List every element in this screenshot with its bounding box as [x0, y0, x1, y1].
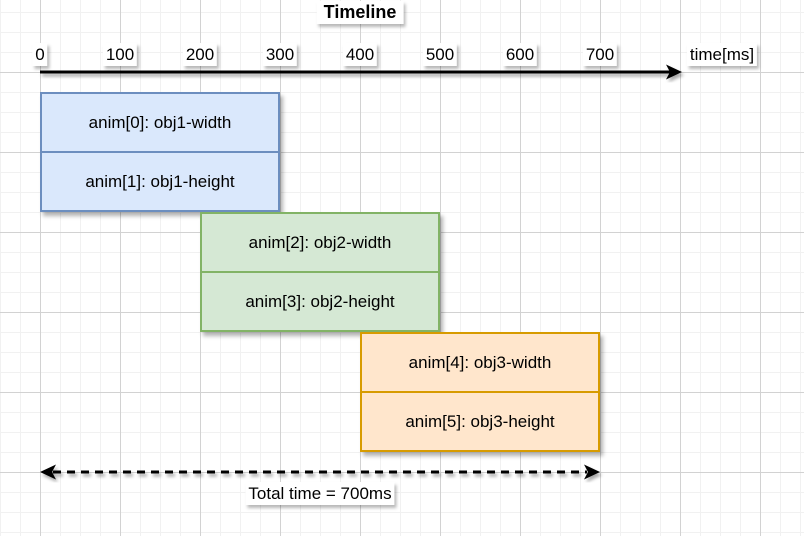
- axis-tick-500: 500: [422, 43, 458, 66]
- anim-bar-1: anim[1]: obj1-height: [42, 151, 278, 210]
- axis-tick-700: 700: [582, 43, 618, 66]
- axis-tick-0: 0: [32, 43, 48, 66]
- total-time-label: Total time = 700ms: [245, 482, 395, 505]
- anim-bar-2: anim[2]: obj2-width: [248, 232, 392, 252]
- total-span-right-arrowhead-icon: [584, 464, 600, 480]
- time-axis-arrowhead-icon: [666, 64, 682, 80]
- anim-bar-5: anim[5]: obj3-height: [362, 391, 598, 450]
- axis-tick-600: 600: [502, 43, 538, 66]
- anim-bar-4: anim[4]: obj3-width: [408, 352, 552, 372]
- total-span-left-arrowhead-icon: [40, 464, 56, 480]
- anim-bar-group-obj3: anim[4]: obj3-width anim[5]: obj3-height: [360, 332, 600, 452]
- diagram-title: Timeline: [316, 1, 404, 24]
- axis-tick-400: 400: [342, 43, 378, 66]
- axis-unit-label: time[ms]: [686, 43, 758, 66]
- axis-tick-100: 100: [102, 43, 138, 66]
- axis-tick-200: 200: [182, 43, 218, 66]
- anim-bar-3: anim[3]: obj2-height: [202, 271, 438, 330]
- anim-bar-group-obj1: anim[0]: obj1-width anim[1]: obj1-height: [40, 92, 280, 212]
- axis-tick-300: 300: [262, 43, 298, 66]
- anim-bar-group-obj2: anim[2]: obj2-width anim[3]: obj2-height: [200, 212, 440, 332]
- anim-bar-0: anim[0]: obj1-width: [88, 112, 232, 132]
